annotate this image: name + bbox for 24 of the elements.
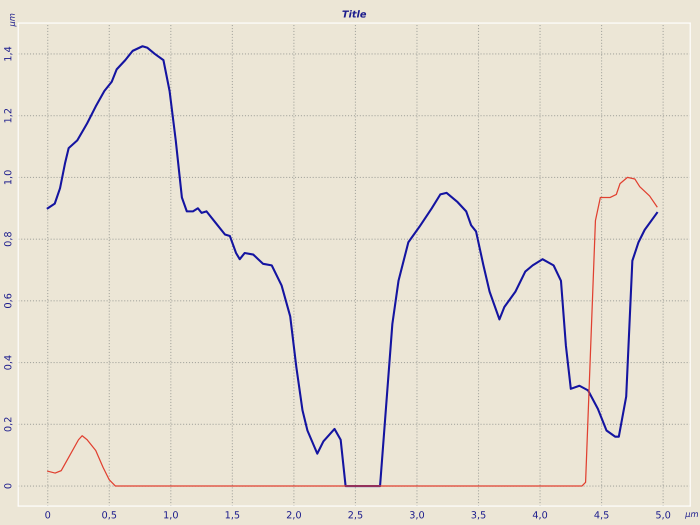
y-tick-label: 1,4	[4, 46, 12, 61]
y-tick-label: 0,6	[4, 294, 12, 308]
x-tick-label: 2,0	[286, 511, 301, 520]
x-tick-label: 0,5	[102, 511, 116, 520]
line-series	[46, 45, 658, 488]
x-tick-label: 1,0	[164, 511, 178, 520]
x-tick-label: 3,5	[472, 511, 486, 520]
x-tick-label: 4,0	[532, 511, 548, 520]
y-axis-title: µm	[10, 14, 16, 27]
chart-title: Title	[342, 10, 366, 18]
y-tick-label: 0,4	[4, 355, 12, 370]
x-tick-label: 0	[45, 511, 50, 518]
y-tick-label: 1,2	[4, 108, 12, 122]
x-tick-label: 4,5	[594, 511, 608, 520]
x-tick-label: 2,5	[348, 511, 362, 520]
y-tick-label: 1,0	[4, 170, 12, 184]
x-tick-label: 3,0	[410, 511, 424, 520]
x-tick-label: 1,5	[226, 511, 240, 520]
line-series	[47, 176, 658, 487]
x-tick-label: 5,0	[656, 511, 670, 520]
y-tick-label: 0,2	[4, 418, 12, 432]
x-axis-title: µm	[685, 512, 698, 519]
y-tick-label: 0,8	[4, 232, 12, 246]
y-tick-label: 0	[4, 484, 12, 488]
